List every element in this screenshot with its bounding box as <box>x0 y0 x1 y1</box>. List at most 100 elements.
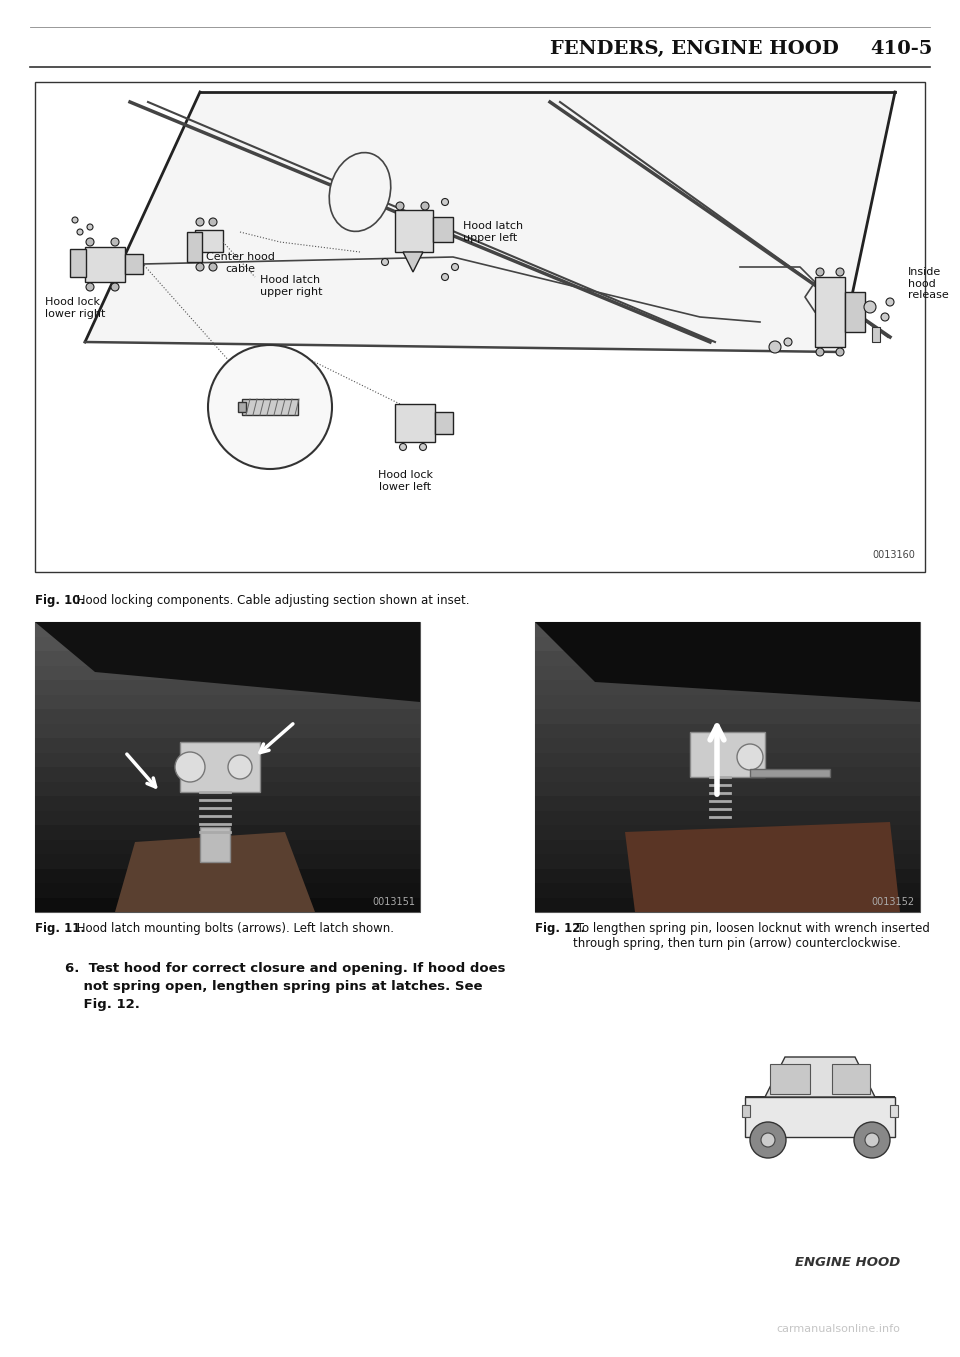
Bar <box>745 1096 895 1137</box>
Bar <box>535 810 920 825</box>
Text: Hood latch
upper left: Hood latch upper left <box>463 221 523 243</box>
Bar <box>395 210 433 252</box>
Text: 0013152: 0013152 <box>872 897 915 906</box>
Bar <box>535 695 920 708</box>
Bar <box>180 742 260 792</box>
Text: Fig. 12.: Fig. 12. <box>65 997 140 1011</box>
Bar <box>35 738 420 753</box>
Bar <box>200 826 230 862</box>
Bar <box>35 695 420 708</box>
Circle shape <box>442 198 448 205</box>
Bar <box>535 636 920 651</box>
Bar <box>35 708 420 723</box>
Bar <box>435 413 453 434</box>
Text: 6.  Test hood for correct closure and opening. If hood does: 6. Test hood for correct closure and ope… <box>65 962 506 974</box>
Bar <box>35 767 420 782</box>
Bar <box>35 665 420 680</box>
Bar <box>195 229 223 252</box>
Bar <box>535 897 920 912</box>
Polygon shape <box>535 622 920 702</box>
Polygon shape <box>403 252 423 271</box>
Text: Hood lock
lower right: Hood lock lower right <box>45 297 106 319</box>
Circle shape <box>865 1133 879 1147</box>
Text: ENGINE HOOD: ENGINE HOOD <box>795 1255 900 1269</box>
Bar <box>187 232 202 262</box>
Ellipse shape <box>329 152 391 232</box>
Bar <box>535 767 920 782</box>
Bar <box>35 782 420 797</box>
Bar <box>535 680 920 695</box>
Circle shape <box>737 744 763 769</box>
Bar <box>70 248 86 277</box>
Bar <box>535 753 920 767</box>
Bar <box>845 292 865 332</box>
Bar <box>535 622 920 912</box>
Text: Fig. 10.: Fig. 10. <box>35 594 85 607</box>
Bar <box>35 825 420 840</box>
Bar <box>535 868 920 883</box>
Bar <box>535 854 920 868</box>
Bar <box>535 782 920 797</box>
Bar <box>35 622 420 636</box>
Bar <box>35 753 420 767</box>
Bar <box>433 217 453 242</box>
Text: carmanualsonline.info: carmanualsonline.info <box>776 1324 900 1334</box>
Text: FENDERS, ENGINE HOOD: FENDERS, ENGINE HOOD <box>550 39 839 58</box>
Bar <box>742 1105 750 1117</box>
Circle shape <box>442 274 448 281</box>
Bar <box>770 1064 810 1094</box>
Text: Hood lock
lower left: Hood lock lower left <box>377 470 433 491</box>
Bar <box>890 1105 898 1117</box>
Circle shape <box>208 345 332 470</box>
Circle shape <box>86 284 94 290</box>
Bar <box>35 723 420 738</box>
Circle shape <box>77 229 83 235</box>
Bar <box>125 254 143 274</box>
Circle shape <box>761 1133 775 1147</box>
Bar <box>832 1064 870 1094</box>
Bar <box>35 810 420 825</box>
Bar <box>535 825 920 840</box>
Bar <box>35 840 420 854</box>
Bar <box>238 402 246 413</box>
Text: 0013160: 0013160 <box>872 550 915 560</box>
Text: 410-5: 410-5 <box>870 39 932 58</box>
Circle shape <box>209 218 217 227</box>
Bar <box>35 854 420 868</box>
Circle shape <box>886 299 894 305</box>
Bar <box>535 797 920 810</box>
Circle shape <box>836 267 844 275</box>
Circle shape <box>86 237 94 246</box>
Circle shape <box>854 1122 890 1158</box>
Text: Inside
hood
release: Inside hood release <box>908 267 948 300</box>
Bar <box>535 708 920 723</box>
Text: To lengthen spring pin, loosen locknut with wrench inserted
through spring, then: To lengthen spring pin, loosen locknut w… <box>573 921 930 950</box>
Bar <box>535 651 920 665</box>
Bar <box>690 731 765 778</box>
Text: not spring open, lengthen spring pins at latches. See: not spring open, lengthen spring pins at… <box>65 980 483 993</box>
Circle shape <box>784 338 792 346</box>
Circle shape <box>421 202 429 210</box>
Circle shape <box>750 1122 786 1158</box>
Circle shape <box>816 267 824 275</box>
Text: Fig. 12.: Fig. 12. <box>535 921 585 935</box>
Circle shape <box>209 263 217 271</box>
Bar <box>35 81 925 573</box>
Bar <box>35 636 420 651</box>
Bar <box>242 399 298 415</box>
Text: Hood latch
upper right: Hood latch upper right <box>260 275 323 297</box>
Bar <box>35 680 420 695</box>
Bar <box>750 769 830 778</box>
Polygon shape <box>115 832 315 912</box>
Text: Fig. 11.: Fig. 11. <box>35 921 85 935</box>
Circle shape <box>396 202 404 210</box>
Bar <box>35 868 420 883</box>
Circle shape <box>836 347 844 356</box>
Circle shape <box>420 444 426 451</box>
Polygon shape <box>35 622 420 702</box>
Bar <box>815 277 845 347</box>
Circle shape <box>196 218 204 227</box>
Bar <box>535 665 920 680</box>
Circle shape <box>175 752 205 782</box>
Bar <box>535 840 920 854</box>
